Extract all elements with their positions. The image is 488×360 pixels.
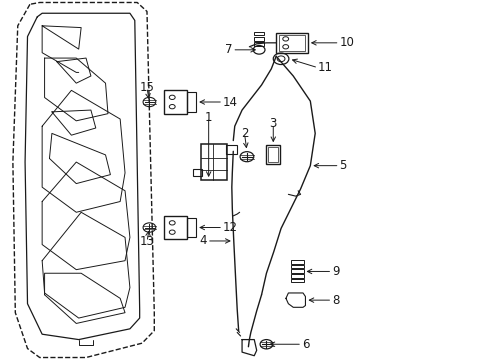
Bar <box>291 265 303 268</box>
Text: 7: 7 <box>224 43 232 56</box>
Bar <box>193 168 202 176</box>
Bar <box>268 147 278 162</box>
Bar <box>253 37 264 41</box>
Bar <box>291 279 303 282</box>
Bar <box>253 32 264 36</box>
Text: 11: 11 <box>318 61 332 74</box>
Bar <box>278 35 305 51</box>
Text: 15: 15 <box>139 81 154 94</box>
Text: 5: 5 <box>339 159 346 172</box>
Text: 13: 13 <box>139 235 154 248</box>
Text: 1: 1 <box>204 111 212 124</box>
Bar <box>276 33 307 53</box>
Bar <box>266 145 280 164</box>
Bar <box>163 90 187 114</box>
Text: 6: 6 <box>302 338 309 351</box>
Bar <box>291 274 303 278</box>
Bar <box>163 216 187 239</box>
Text: 8: 8 <box>331 294 339 307</box>
Bar <box>253 41 264 45</box>
Text: 9: 9 <box>331 265 339 278</box>
Text: 10: 10 <box>339 36 354 49</box>
Bar <box>291 260 303 264</box>
Text: 14: 14 <box>223 95 238 108</box>
Bar <box>226 145 237 154</box>
Text: 2: 2 <box>240 127 248 140</box>
Bar <box>291 269 303 273</box>
Text: 4: 4 <box>199 234 206 247</box>
Text: 3: 3 <box>269 117 276 130</box>
Bar <box>187 92 196 112</box>
Bar <box>200 144 227 180</box>
Bar <box>187 218 196 237</box>
Text: 12: 12 <box>223 221 238 234</box>
